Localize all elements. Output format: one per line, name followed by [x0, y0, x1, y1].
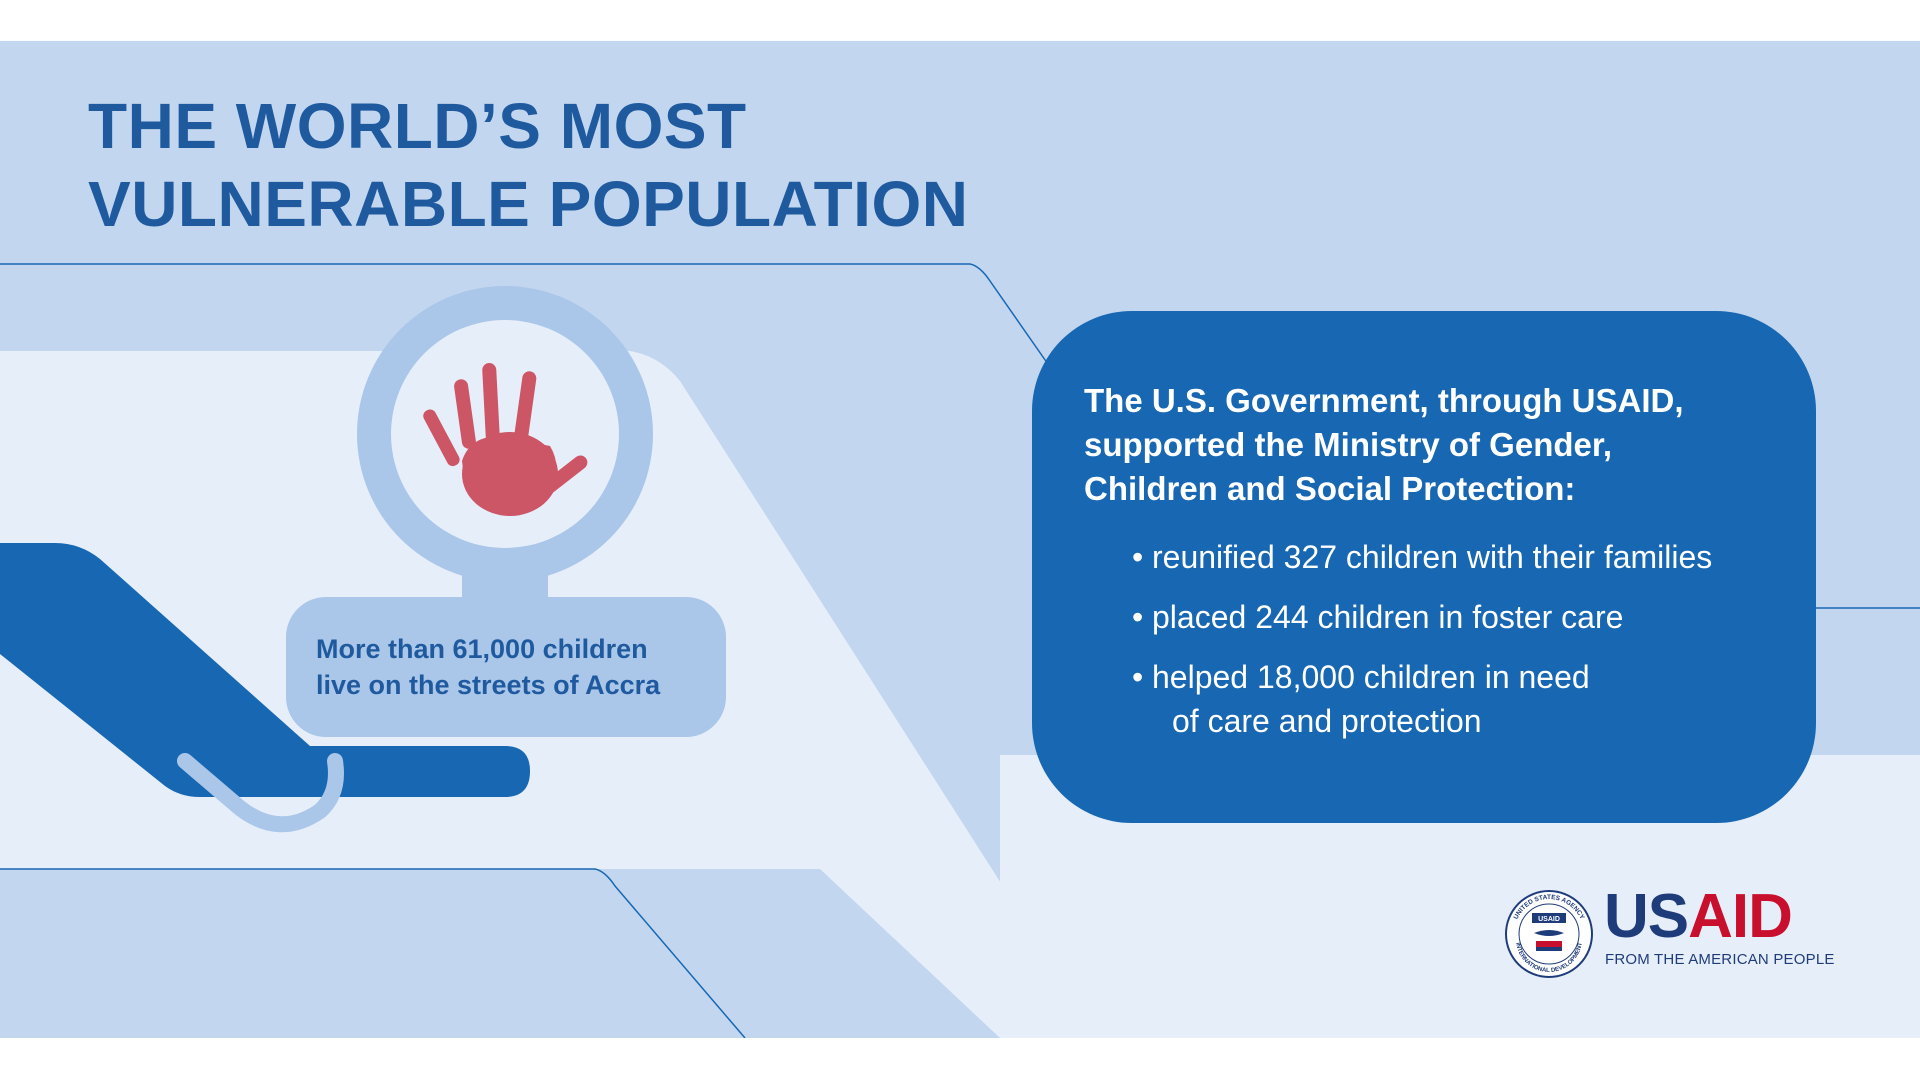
outcome-item-reunified: • reunified 327 children with their famil… [1132, 535, 1776, 579]
outcome-list: • reunified 327 children with their famil… [1084, 535, 1776, 743]
wordmark-us: US [1604, 882, 1689, 951]
line-top [0, 263, 1051, 368]
title-line-1: THE WORLD’S MOST [88, 90, 747, 162]
callout-line-2: live on the streets of Accra [316, 670, 661, 700]
seal-badge-text: USAID [1538, 916, 1560, 923]
title-line-2: VULNERABLE POPULATION [88, 168, 969, 240]
bullet-dot: • [1132, 599, 1144, 635]
right-light-band [1000, 755, 1920, 1038]
support-heading-line-1: The U.S. Government, through USAID, [1084, 382, 1684, 419]
outcome-text-continued: of care and protection [1172, 703, 1482, 739]
wordmark-aid: AID [1688, 882, 1793, 951]
outcome-text: placed 244 children in foster care [1152, 599, 1624, 635]
support-heading-line-2: supported the Ministry of Gender, [1084, 426, 1613, 463]
callout-line-1: More than 61,000 children [316, 634, 648, 664]
usaid-logo: USAID UNITED STATES AGENCY INTERNATIONAL… [1504, 882, 1834, 981]
support-heading-line-3: Children and Social Protection: [1084, 470, 1576, 507]
bullet-dot: • [1132, 659, 1144, 695]
outcome-text: reunified 327 children with their famili… [1152, 539, 1713, 575]
bottom-band-light [590, 869, 770, 1038]
usaid-wordmark: USAID [1604, 882, 1793, 951]
outcome-item-helped: • helped 18,000 children in need of care a… [1132, 655, 1776, 743]
bullet-dot: • [1132, 539, 1144, 575]
open-hand-icon [0, 543, 530, 833]
support-heading: The U.S. Government, through USAID, supp… [1084, 379, 1776, 511]
line-bottom [0, 868, 746, 1038]
handprint-icon [423, 363, 588, 516]
usaid-seal-icon: USAID UNITED STATES AGENCY INTERNATIONAL… [1505, 890, 1593, 978]
children-statistic-callout: More than 61,000 children live on the st… [286, 597, 726, 737]
bottom-band [0, 869, 1000, 1038]
outcome-text: helped 18,000 children in need [1152, 659, 1590, 695]
page-title: THE WORLD’S MOST VULNERABLE POPULATION [88, 87, 968, 243]
usaid-tagline: FROM THE AMERICAN PEOPLE [1605, 951, 1835, 968]
background-graphics [0, 263, 1920, 1038]
usaid-support-box: The U.S. Government, through USAID, supp… [1032, 311, 1816, 823]
outcome-item-foster: • placed 244 children in foster care [1132, 595, 1776, 639]
infographic-canvas: THE WORLD’S MOST VULNERABLE POPULATION M… [0, 41, 1920, 1038]
